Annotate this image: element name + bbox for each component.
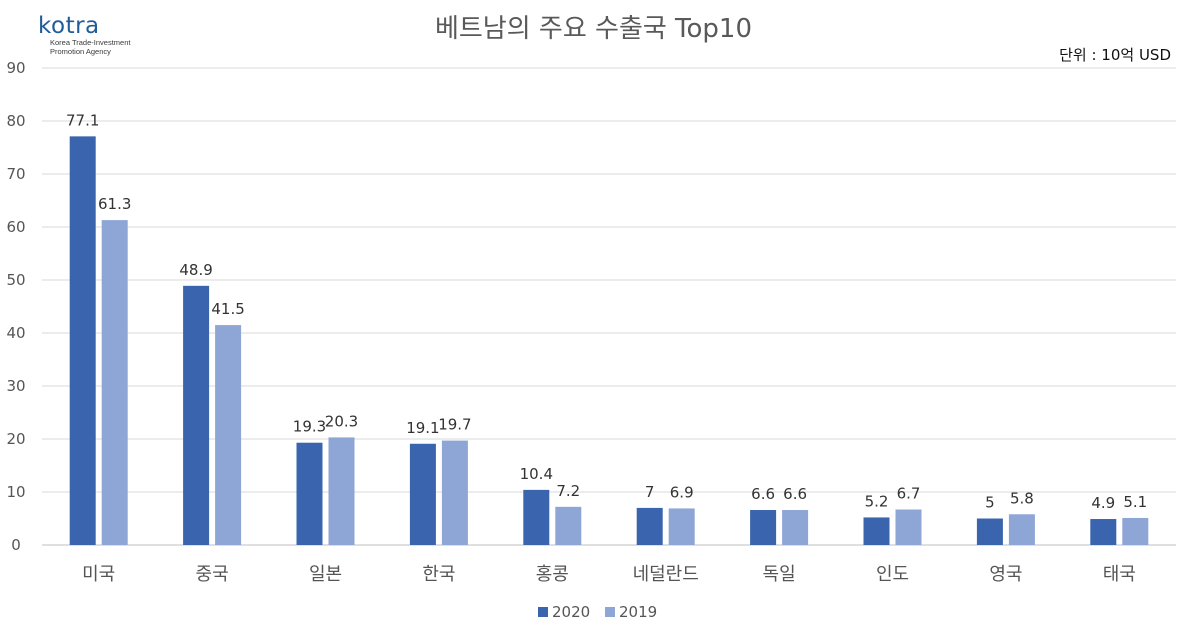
y-tick-label: 0 — [11, 536, 21, 554]
bar-2020 — [976, 518, 1003, 545]
bar-2020 — [409, 443, 436, 545]
y-tick-label: 20 — [6, 430, 25, 448]
x-tick-label: 미국 — [82, 564, 115, 585]
chart-title: 베트남의 주요 수출국 Top10 — [434, 14, 753, 44]
data-label: 5.2 — [865, 492, 889, 510]
data-label: 61.3 — [98, 195, 131, 213]
x-tick-label: 중국 — [196, 564, 229, 585]
bar-2020 — [636, 507, 663, 545]
data-label: 19.1 — [406, 419, 439, 437]
bar-2020 — [183, 285, 210, 545]
x-tick-label: 태국 — [1103, 564, 1136, 585]
y-tick-label: 30 — [6, 377, 25, 395]
bar-2019 — [782, 510, 809, 545]
y-tick-label: 70 — [6, 165, 25, 183]
data-label: 6.7 — [897, 484, 921, 502]
data-label: 77.1 — [66, 111, 99, 129]
x-tick-label: 네덜란드 — [633, 564, 699, 585]
x-tick-label: 인도 — [876, 564, 909, 585]
logo-tagline-2: Promotion Agency — [50, 47, 111, 56]
data-label: 19.3 — [293, 418, 326, 436]
y-tick-label: 60 — [6, 218, 25, 236]
data-label: 10.4 — [520, 465, 553, 483]
logo-wordmark: kotra — [38, 13, 100, 39]
data-label: 41.5 — [211, 300, 244, 318]
bar-2020 — [750, 510, 777, 545]
bar-2019 — [441, 440, 468, 545]
bar-2019 — [555, 506, 582, 545]
y-tick-label: 80 — [6, 112, 25, 130]
bar-2019 — [1122, 517, 1149, 545]
data-label: 5.8 — [1010, 489, 1034, 507]
data-label: 6.9 — [670, 483, 694, 501]
y-tick-label: 50 — [6, 271, 25, 289]
bar-2020 — [69, 136, 96, 545]
data-label: 5 — [985, 494, 995, 512]
legend-swatch-2020 — [538, 607, 548, 617]
x-tick-label: 일본 — [309, 564, 342, 585]
bar-2019 — [895, 509, 922, 545]
legend-label: 2019 — [619, 603, 657, 621]
legend-swatch-2019 — [605, 607, 615, 617]
data-label: 20.3 — [325, 412, 358, 430]
x-tick-label: 독일 — [763, 564, 796, 585]
data-label: 5.1 — [1123, 493, 1147, 511]
legend-label: 2020 — [552, 603, 590, 621]
kotra-logo: kotra Korea Trade-Investment Promotion A… — [38, 14, 130, 56]
y-tick-label: 40 — [6, 324, 25, 342]
bar-2020 — [523, 489, 550, 545]
data-label: 6.6 — [783, 485, 807, 503]
x-tick-label: 한국 — [422, 564, 455, 585]
bar-2019 — [215, 325, 242, 545]
bar-2019 — [101, 220, 128, 546]
bar-2019 — [668, 508, 695, 545]
data-label: 48.9 — [179, 261, 212, 279]
data-label: 4.9 — [1091, 494, 1115, 512]
y-tick-label: 10 — [6, 483, 25, 501]
bar-2019 — [328, 437, 355, 545]
logo-tagline-1: Korea Trade-Investment — [50, 38, 131, 47]
x-tick-label: 영국 — [989, 564, 1022, 585]
x-tick-label: 홍콩 — [536, 564, 569, 585]
bar-2020 — [863, 517, 890, 545]
data-label: 7.2 — [556, 482, 580, 500]
bar-2020 — [296, 442, 323, 545]
y-tick-label: 90 — [6, 59, 25, 77]
data-label: 6.6 — [751, 485, 775, 503]
data-label: 19.7 — [438, 416, 471, 434]
data-label: 7 — [645, 483, 655, 501]
bar-2019 — [1008, 514, 1035, 545]
bar-2020 — [1090, 519, 1117, 545]
unit-label: 단위 : 10억 USD — [1059, 46, 1171, 64]
